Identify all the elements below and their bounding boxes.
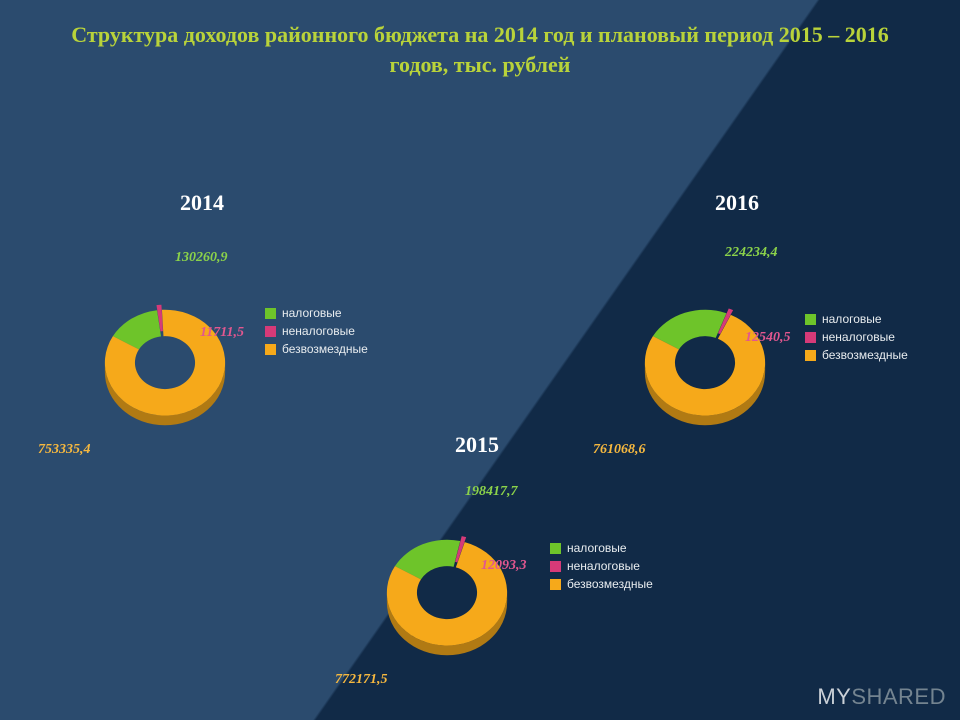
legend-row: налоговые [550, 541, 653, 555]
chart-year-label: 2015 [455, 432, 499, 458]
value-label-tax: 130260,9 [175, 250, 228, 266]
chart-year-label: 2014 [180, 190, 224, 216]
legend-label: налоговые [282, 306, 342, 320]
value-label-gratis: 772171,5 [335, 672, 388, 688]
legend-row: налоговые [265, 306, 368, 320]
chart-y2014: 2014130260,911711,5753335,4налоговыенена… [60, 190, 400, 470]
legend-label: налоговые [567, 541, 627, 555]
legend-swatch [805, 332, 816, 343]
chart-year-label: 2016 [715, 190, 759, 216]
legend-row: налоговые [805, 312, 908, 326]
donut-chart [369, 517, 525, 668]
value-label-tax: 224234,4 [725, 245, 778, 261]
legend-row: неналоговые [805, 330, 908, 344]
legend-row: неналоговые [550, 559, 653, 573]
legend: налоговые неналоговые безвозмездные [550, 537, 653, 595]
legend-swatch [805, 350, 816, 361]
legend-label: неналоговые [822, 330, 895, 344]
value-label-nontax: 11711,5 [200, 325, 244, 341]
legend-swatch [805, 314, 816, 325]
legend-label: безвозмездные [282, 342, 368, 356]
legend: налоговые неналоговые безвозмездные [265, 302, 368, 360]
value-label-nontax: 12093,3 [481, 558, 527, 574]
legend-row: неналоговые [265, 324, 368, 338]
donut-chart [87, 287, 243, 438]
legend-row: безвозмездные [805, 348, 908, 362]
legend-swatch [550, 579, 561, 590]
chart-y2015: 2015 198417,7 12093,3 772171,5 налоговые нена… [325, 432, 665, 702]
legend-swatch [550, 561, 561, 572]
chart-y2016: 2016224234,412540,5761068,6налоговыенена… [545, 190, 885, 470]
legend-swatch [265, 326, 276, 337]
legend-swatch [550, 543, 561, 554]
legend-swatch [265, 344, 276, 355]
watermark-my: MY [817, 684, 851, 709]
watermark: MYSHARED [817, 684, 946, 710]
legend-swatch [265, 308, 276, 319]
value-label-tax: 198417,7 [465, 484, 518, 500]
donut-chart [627, 287, 783, 438]
legend-label: безвозмездные [822, 348, 908, 362]
legend-row: безвозмездные [265, 342, 368, 356]
value-label-gratis: 753335,4 [38, 442, 91, 458]
legend: налоговые неналоговые безвозмездные [805, 308, 908, 366]
legend-label: неналоговые [282, 324, 355, 338]
slide-title: Структура доходов районного бюджета на 2… [0, 20, 960, 79]
value-label-nontax: 12540,5 [745, 330, 791, 346]
legend-label: безвозмездные [567, 577, 653, 591]
watermark-shared: SHARED [851, 684, 946, 709]
legend-label: неналоговые [567, 559, 640, 573]
legend-label: налоговые [822, 312, 882, 326]
legend-row: безвозмездные [550, 577, 653, 591]
